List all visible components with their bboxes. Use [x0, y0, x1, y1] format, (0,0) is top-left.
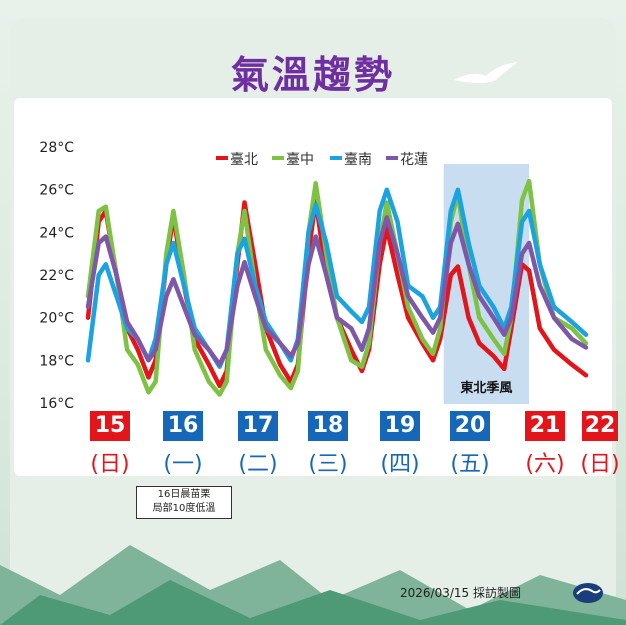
legend-swatch: [386, 156, 398, 160]
day-weekday: (二): [238, 452, 278, 477]
legend-swatch: [330, 156, 342, 160]
series-line-臺南: [85, 187, 589, 369]
series-line-花蓮: [85, 215, 589, 367]
legend-swatch: [272, 156, 284, 160]
day-number-21: 21: [525, 411, 565, 441]
day-number-17: 17: [238, 411, 278, 441]
day-number-18: 18: [308, 411, 348, 441]
day-weekday: (日): [90, 452, 130, 477]
day-number-19: 19: [380, 411, 420, 441]
day-number-22: 22: [582, 411, 618, 441]
legend-label: 臺中: [286, 152, 314, 168]
bird-icon: [454, 62, 518, 83]
day-weekday: (三): [308, 452, 348, 477]
note-box: 16日晨苗栗 局部10度低溫: [136, 486, 232, 519]
day-weekday: (五): [450, 452, 490, 477]
day-weekday: (六): [525, 452, 565, 477]
y-tick-label: 16°C: [39, 396, 74, 412]
y-tick-label: 18°C: [39, 353, 74, 369]
page-title: 氣溫趨勢: [230, 53, 395, 97]
northeast-monsoon-label: 東北季風: [460, 380, 512, 396]
y-tick-label: 26°C: [39, 183, 74, 199]
note-line-2: 局部10度低溫: [152, 503, 216, 514]
y-tick-label: 20°C: [39, 311, 74, 327]
day-number-20: 20: [450, 411, 490, 441]
day-weekday: (四): [380, 452, 420, 477]
legend-label: 花蓮: [400, 152, 428, 168]
day-weekday: (一): [163, 452, 203, 477]
y-tick-label: 28°C: [39, 140, 74, 156]
y-tick-label: 24°C: [39, 225, 74, 241]
legend-label: 臺北: [230, 152, 258, 168]
day-number-15: 15: [90, 411, 130, 441]
day-weekday: (日): [580, 452, 620, 477]
day-number-16: 16: [163, 411, 203, 441]
logo-icon: [573, 583, 603, 603]
y-tick-label: 22°C: [39, 268, 74, 284]
legend-label: 臺南: [344, 152, 372, 168]
legend-swatch: [216, 156, 228, 160]
mountain-decoration: [0, 545, 626, 625]
note-line-1: 16日晨苗栗: [157, 489, 211, 500]
footer-text: 2026/03/15 採訪製圖: [400, 586, 521, 600]
